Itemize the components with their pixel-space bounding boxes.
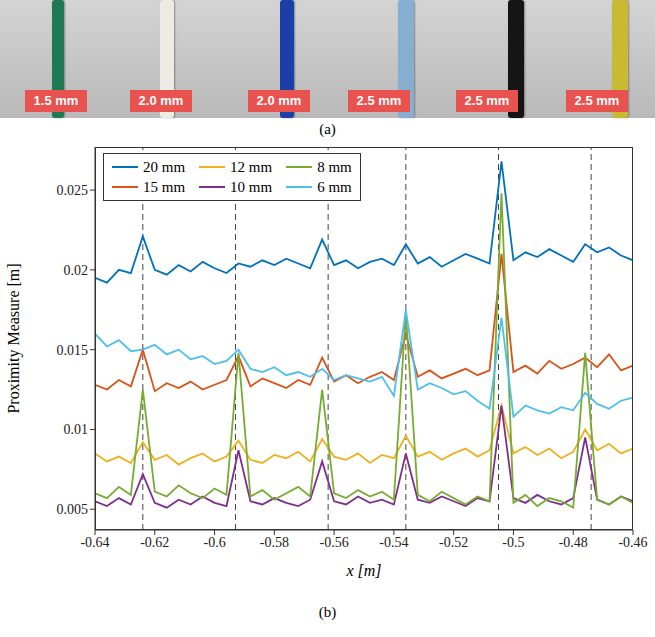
svg-text:-0.5: -0.5 [502,535,524,550]
html-text:2.5 mm: 2.5 mm [356,93,402,108]
svg-text:Proximity Measure [m]: Proximity Measure [m] [5,263,23,413]
html-text:(a): (a) [319,121,336,137]
svg-text:-0.64: -0.64 [80,535,109,550]
svg-text:-0.62: -0.62 [140,535,169,550]
html-text:20 mm: 20 mm [143,158,186,175]
html-text:(b): (b) [318,604,337,620]
svg-text:-0.52: -0.52 [439,535,468,550]
html-text:2.0 mm: 2.0 mm [256,93,302,108]
html-text:12 mm: 12 mm [230,158,273,175]
html-text:2.5 mm: 2.5 mm [464,93,510,108]
html-text:2.5 mm: 2.5 mm [574,93,620,108]
svg-text:0.01: 0.01 [64,422,89,437]
svg-text:-0.6: -0.6 [203,535,225,550]
svg-text:0.015: 0.015 [57,343,89,358]
svg-text:-0.48: -0.48 [559,535,588,550]
svg-text:-0.56: -0.56 [320,535,349,550]
svg-text:0.02: 0.02 [64,263,89,278]
svg-text:0.005: 0.005 [57,502,89,517]
html-text:2.0 mm: 2.0 mm [138,93,184,108]
html-text:10 mm: 10 mm [230,178,273,195]
html-text:8 mm: 8 mm [317,158,352,175]
html-text:15 mm: 15 mm [143,178,186,195]
html-text:6 mm: 6 mm [317,178,352,195]
svg-text:-0.58: -0.58 [260,535,289,550]
svg-text:-0.46: -0.46 [618,535,647,550]
svg-text:-0.54: -0.54 [379,535,408,550]
svg-text:x [m]: x [m] [345,562,381,579]
svg-text:0.025: 0.025 [57,183,89,198]
html-text:1.5 mm: 1.5 mm [33,93,79,108]
